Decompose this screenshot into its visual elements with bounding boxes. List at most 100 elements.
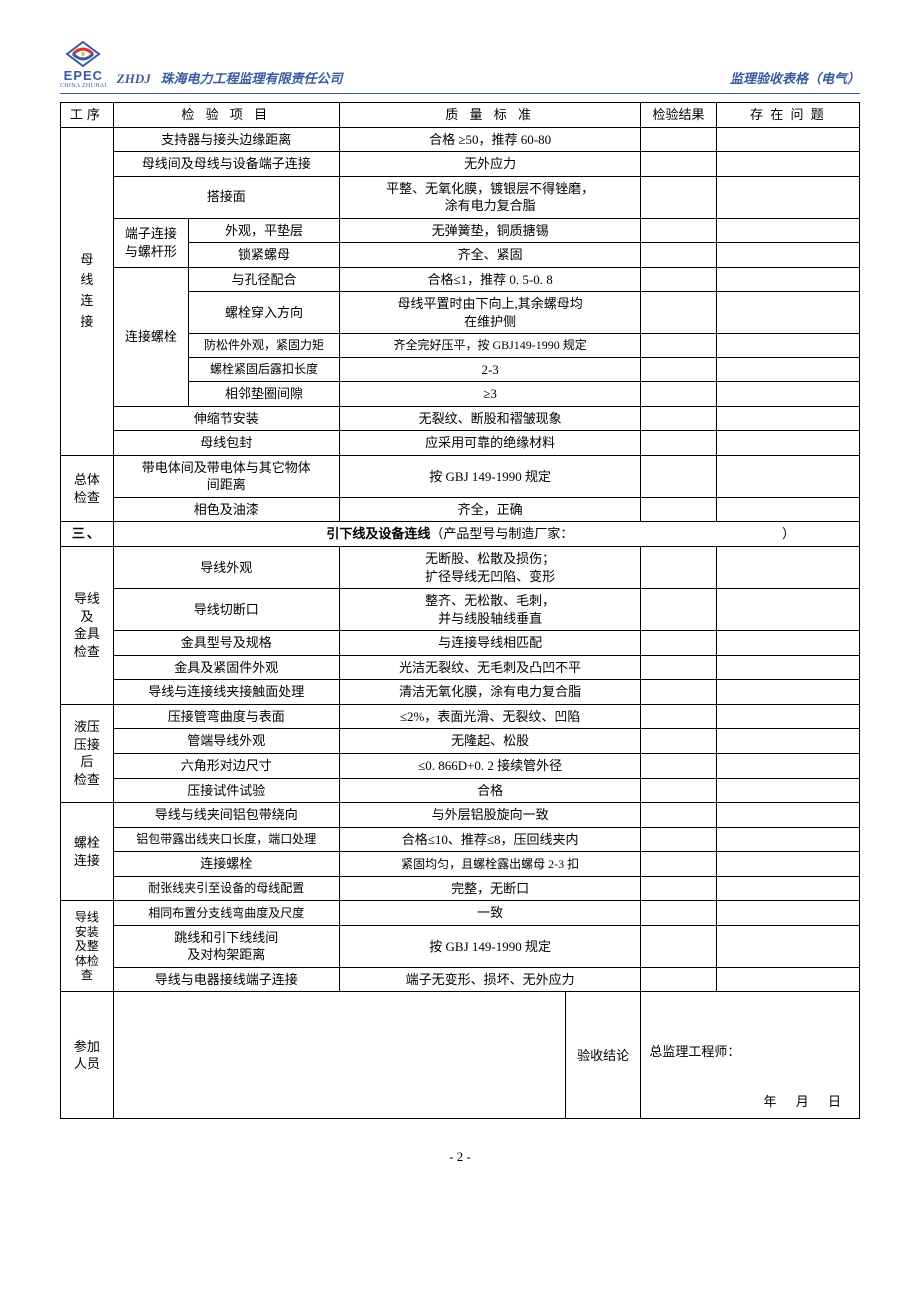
std-cell: ≥3	[339, 382, 641, 407]
std-cell: 无隆起、松股	[339, 729, 641, 754]
result-cell[interactable]	[641, 967, 716, 992]
issue-cell[interactable]	[716, 357, 859, 382]
table-row: 耐张线夹引至设备的母线配置 完整，无断口	[61, 876, 860, 901]
item-cell: 与孔径配合	[189, 267, 340, 292]
result-cell[interactable]	[641, 357, 716, 382]
std-cell: 完整，无断口	[339, 876, 641, 901]
item-cell: 螺栓穿入方向	[189, 292, 340, 334]
result-cell[interactable]	[641, 589, 716, 631]
issue-cell[interactable]	[716, 901, 859, 926]
issue-cell[interactable]	[716, 497, 859, 522]
result-cell[interactable]	[641, 431, 716, 456]
item-cell: 相邻垫圈间隙	[189, 382, 340, 407]
result-cell[interactable]	[641, 901, 716, 926]
std-cell: 2-3	[339, 357, 641, 382]
date-field: 年 月 日	[763, 1093, 849, 1111]
result-cell[interactable]	[641, 803, 716, 828]
item-cell: 铝包带露出线夹口长度，端口处理	[113, 827, 339, 852]
result-cell[interactable]	[641, 455, 716, 497]
issue-cell[interactable]	[716, 382, 859, 407]
issue-cell[interactable]	[716, 267, 859, 292]
issue-cell[interactable]	[716, 631, 859, 656]
std-cell: 一致	[339, 901, 641, 926]
result-cell[interactable]	[641, 176, 716, 218]
result-cell[interactable]	[641, 547, 716, 589]
item-cell: 跳线和引下线线间 及对构架距离	[113, 925, 339, 967]
result-cell[interactable]	[641, 497, 716, 522]
company-text: 珠海电力工程监理有限责任公司	[160, 71, 342, 86]
logo-subtext: CHINA ZHUHAI	[60, 83, 107, 89]
issue-cell[interactable]	[716, 406, 859, 431]
sub-cell: 连接螺栓	[113, 267, 188, 406]
logo-text: EPEC	[64, 68, 103, 83]
section-title: 引下线及设备连线	[326, 526, 430, 541]
issue-cell[interactable]	[716, 704, 859, 729]
logo-icon	[65, 40, 101, 68]
participants-field[interactable]	[113, 992, 565, 1119]
result-cell[interactable]	[641, 729, 716, 754]
issue-cell[interactable]	[716, 152, 859, 177]
result-cell[interactable]	[641, 334, 716, 357]
result-cell[interactable]	[641, 218, 716, 243]
result-cell[interactable]	[641, 267, 716, 292]
table-row: 铝包带露出线夹口长度，端口处理 合格≤10、推荐≤8，压回线夹内	[61, 827, 860, 852]
issue-cell[interactable]	[716, 803, 859, 828]
item-cell: 锁紧螺母	[189, 243, 340, 268]
item-cell: 相同布置分支线弯曲度及尺度	[113, 901, 339, 926]
issue-cell[interactable]	[716, 334, 859, 357]
result-cell[interactable]	[641, 827, 716, 852]
result-cell[interactable]	[641, 680, 716, 705]
result-cell[interactable]	[641, 152, 716, 177]
issue-cell[interactable]	[716, 876, 859, 901]
std-cell: 齐全，正确	[339, 497, 641, 522]
issue-cell[interactable]	[716, 852, 859, 877]
result-cell[interactable]	[641, 753, 716, 778]
issue-cell[interactable]	[716, 127, 859, 152]
result-cell[interactable]	[641, 655, 716, 680]
issue-cell[interactable]	[716, 680, 859, 705]
result-cell[interactable]	[641, 243, 716, 268]
result-cell[interactable]	[641, 406, 716, 431]
issue-cell[interactable]	[716, 455, 859, 497]
table-row: 母 线 连 接 支持器与接头边缘距离 合格 ≥50，推荐 60-80	[61, 127, 860, 152]
result-cell[interactable]	[641, 852, 716, 877]
conclusion-field[interactable]: 总监理工程师： 年 月 日	[641, 992, 860, 1119]
section-close: ）	[782, 525, 855, 543]
table-row: 螺栓 连接 导线与线夹间铝包带绕向 与外层铝股旋向一致	[61, 803, 860, 828]
result-cell[interactable]	[641, 127, 716, 152]
issue-cell[interactable]	[716, 243, 859, 268]
issue-cell[interactable]	[716, 967, 859, 992]
item-cell: 六角形对边尺寸	[113, 753, 339, 778]
result-cell[interactable]	[641, 631, 716, 656]
issue-cell[interactable]	[716, 729, 859, 754]
issue-cell[interactable]	[716, 292, 859, 334]
issue-cell[interactable]	[716, 925, 859, 967]
issue-cell[interactable]	[716, 753, 859, 778]
result-cell[interactable]	[641, 876, 716, 901]
issue-cell[interactable]	[716, 218, 859, 243]
doc-type: 监理验收表格（电气）	[730, 68, 860, 89]
item-cell: 导线外观	[113, 547, 339, 589]
result-cell[interactable]	[641, 925, 716, 967]
proc-cell: 导线 安装 及整 体检 查	[61, 901, 114, 992]
item-cell: 耐张线夹引至设备的母线配置	[113, 876, 339, 901]
result-cell[interactable]	[641, 292, 716, 334]
issue-cell[interactable]	[716, 547, 859, 589]
issue-cell[interactable]	[716, 589, 859, 631]
chief-engineer-label: 总监理工程师：	[649, 1043, 740, 1061]
item-cell: 外观，平垫层	[189, 218, 340, 243]
std-cell: 清洁无氧化膜，涂有电力复合脂	[339, 680, 641, 705]
issue-cell[interactable]	[716, 655, 859, 680]
issue-cell[interactable]	[716, 778, 859, 803]
result-cell[interactable]	[641, 382, 716, 407]
result-cell[interactable]	[641, 704, 716, 729]
std-cell: 母线平置时由下向上,其余螺母均 在维护侧	[339, 292, 641, 334]
issue-cell[interactable]	[716, 431, 859, 456]
section-num: 三、	[61, 522, 114, 547]
result-cell[interactable]	[641, 778, 716, 803]
table-row: 液压 压接 后 检查 压接管弯曲度与表面 ≤2%，表面光滑、无裂纹、凹陷	[61, 704, 860, 729]
issue-cell[interactable]	[716, 827, 859, 852]
std-cell: ≤2%，表面光滑、无裂纹、凹陷	[339, 704, 641, 729]
table-row: 导线切断口 整齐、无松散、毛刺， 并与线股轴线垂直	[61, 589, 860, 631]
issue-cell[interactable]	[716, 176, 859, 218]
